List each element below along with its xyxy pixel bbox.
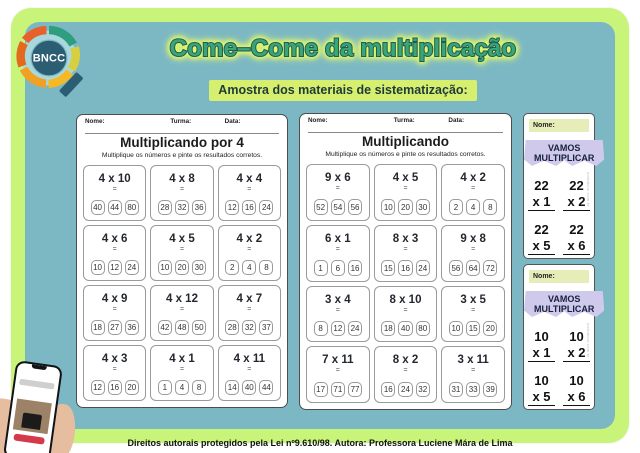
svg-text:BNCC: BNCC (33, 52, 66, 64)
